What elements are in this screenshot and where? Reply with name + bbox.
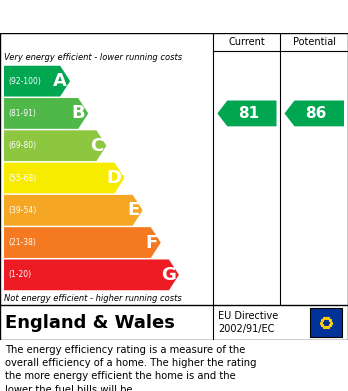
Text: B: B [72,104,85,122]
Text: England & Wales: England & Wales [5,314,175,332]
Text: Current: Current [229,37,265,47]
Text: G: G [161,266,176,284]
Polygon shape [4,66,70,97]
Text: E: E [127,201,140,219]
Text: Not energy efficient - higher running costs: Not energy efficient - higher running co… [4,294,182,303]
Text: A: A [53,72,67,90]
Text: Very energy efficient - lower running costs: Very energy efficient - lower running co… [4,53,182,62]
Text: (55-68): (55-68) [8,174,36,183]
Text: (21-38): (21-38) [8,238,36,247]
Text: C: C [90,137,103,155]
Text: 81: 81 [238,106,260,121]
Polygon shape [4,130,106,161]
Polygon shape [4,98,88,129]
Text: Energy Efficiency Rating: Energy Efficiency Rating [14,9,224,24]
Text: (1-20): (1-20) [8,270,31,279]
Text: The energy efficiency rating is a measure of the
overall efficiency of a home. T: The energy efficiency rating is a measur… [5,345,256,391]
Bar [310,308,342,337]
Polygon shape [4,195,143,226]
Text: (39-54): (39-54) [8,206,36,215]
Polygon shape [284,100,344,126]
Text: F: F [145,233,158,251]
Text: 86: 86 [306,106,327,121]
Text: D: D [106,169,121,187]
Text: Potential: Potential [293,37,336,47]
Text: (69-80): (69-80) [8,141,36,150]
Polygon shape [4,163,125,194]
Text: (92-100): (92-100) [8,77,41,86]
Polygon shape [217,100,277,126]
Polygon shape [4,260,179,290]
Text: (81-91): (81-91) [8,109,36,118]
Polygon shape [4,227,161,258]
Text: 2002/91/EC: 2002/91/EC [218,324,275,334]
Text: EU Directive: EU Directive [218,311,278,321]
